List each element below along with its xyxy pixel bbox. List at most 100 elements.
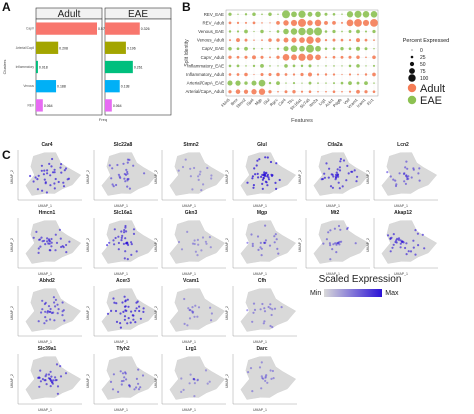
- dot-6-16: [356, 64, 360, 68]
- umap-expression-point: [197, 175, 200, 178]
- umap-scatter: [373, 218, 438, 269]
- dot-1-3: [252, 21, 256, 25]
- umap-scatter: [161, 286, 226, 337]
- umap-expression-point: [124, 371, 127, 374]
- umap-gene-title: Ctla2a: [327, 142, 343, 148]
- umap-expression-point: [257, 248, 260, 251]
- umap-expression-point: [186, 230, 189, 233]
- umap-x-label: UMAP_1: [114, 340, 129, 344]
- dot-9-9: [300, 90, 304, 93]
- row-label-8: Arterial/CapA_EAE: [187, 81, 224, 86]
- umap-expression-point: [209, 306, 212, 309]
- bar-label-1-0: 0.326: [141, 27, 150, 31]
- umap-expression-point: [60, 245, 63, 249]
- umap-expression-point: [115, 183, 118, 187]
- umap-expression-point: [143, 172, 146, 175]
- umap-x-label: UMAP_1: [182, 340, 197, 344]
- umap-expression-point: [261, 187, 264, 190]
- dot-6-18: [372, 64, 376, 67]
- dot-8-4: [258, 79, 266, 87]
- row-label-6: Inflammatory_EAE: [187, 63, 224, 68]
- umap-y-label: UMAP_2: [366, 169, 370, 184]
- dot-1-5: [269, 22, 271, 24]
- dot-9-3: [251, 89, 257, 95]
- umap-expression-point: [407, 250, 410, 253]
- dot-2-7: [283, 28, 289, 35]
- dot-4-12: [324, 47, 328, 50]
- dot-6-8: [292, 64, 296, 68]
- umap-expression-point: [180, 390, 183, 393]
- dot-3-0: [229, 39, 231, 42]
- umap-expression-point: [417, 244, 420, 247]
- dot-9-13: [332, 90, 336, 93]
- dot-5-8: [291, 54, 297, 61]
- umap-expression-point: [336, 168, 339, 171]
- dot-2-13: [332, 29, 336, 34]
- dot-9-6: [277, 90, 279, 93]
- dot-2-2: [244, 29, 248, 34]
- umap-expression-point: [186, 324, 189, 327]
- umap-cell-cloud: [169, 288, 226, 332]
- dot-6-9: [300, 64, 304, 68]
- dot-7-16: [357, 73, 359, 76]
- umap-scatter: [161, 218, 226, 269]
- umap-expression-point: [184, 158, 187, 161]
- umap-expression-point: [391, 246, 394, 249]
- umap-expression-point: [273, 235, 276, 238]
- umap-expression-point: [257, 176, 260, 179]
- umap-expression-point: [264, 375, 267, 378]
- dot-2-10: [306, 27, 314, 36]
- dot-6-17: [365, 65, 367, 67]
- dot-2-1: [236, 30, 240, 33]
- umap-plot-slc22a8: Slc22a8 UMAP_2 UMAP_1: [86, 142, 160, 208]
- umap-expression-point: [269, 160, 273, 164]
- umap-expression-point: [124, 372, 127, 375]
- umap-expression-point: [189, 175, 192, 178]
- umap-expression-point: [345, 179, 348, 182]
- dot-4-18: [373, 47, 375, 50]
- umap-expression-point: [142, 307, 145, 310]
- dot-1-17: [362, 19, 370, 26]
- umap-expression-point: [126, 170, 129, 174]
- dot-0-10: [307, 11, 313, 17]
- umap-expression-point: [61, 314, 64, 317]
- dot-6-0: [228, 64, 232, 68]
- umap-expression-point: [421, 233, 424, 236]
- umap-expression-point: [339, 228, 342, 231]
- umap-expression-point: [338, 166, 341, 169]
- umap-expression-point: [191, 306, 194, 309]
- umap-plot-lcn2: Lcn2 UMAP_2 UMAP_1: [366, 142, 440, 208]
- umap-expression-point: [252, 184, 255, 187]
- dot-0-8: [291, 11, 297, 18]
- umap-expression-point: [49, 370, 52, 373]
- feature-label-18: Il1r1: [366, 97, 376, 107]
- feature-label-0: Fbln5: [220, 97, 231, 108]
- bar-0-2: [36, 60, 38, 74]
- bar-0-0: [36, 22, 98, 35]
- umap-expression-point: [120, 236, 123, 239]
- umap-expression-point: [123, 376, 126, 379]
- umap-expression-point: [196, 379, 199, 382]
- umap-scatter: [17, 150, 82, 201]
- umap-cell-cloud: [169, 152, 226, 196]
- umap-expression-point: [126, 178, 129, 181]
- umap-expression-point: [263, 241, 266, 244]
- umap-expression-point: [54, 177, 57, 181]
- umap-gene-title: Vcam1: [182, 278, 200, 284]
- umap-cell-cloud: [101, 288, 158, 332]
- umap-expression-point: [210, 319, 213, 322]
- size-legend-label-4: 100: [420, 76, 429, 82]
- dot-4-15: [348, 47, 352, 51]
- umap-expression-point: [260, 247, 263, 250]
- umap-expression-point: [48, 239, 51, 242]
- umap-expression-point: [138, 309, 141, 313]
- umap-expression-point: [196, 315, 199, 318]
- scaled-expression-legend: Scaled Expression Min Max: [310, 274, 410, 314]
- umap-expression-point: [189, 167, 192, 170]
- umap-expression-point: [251, 320, 254, 323]
- umap-expression-point: [137, 368, 140, 371]
- dot-2-8: [290, 28, 298, 35]
- umap-gene-title: Glul: [257, 142, 267, 148]
- dot-5-13: [332, 55, 336, 59]
- umap-expression-point: [46, 169, 49, 172]
